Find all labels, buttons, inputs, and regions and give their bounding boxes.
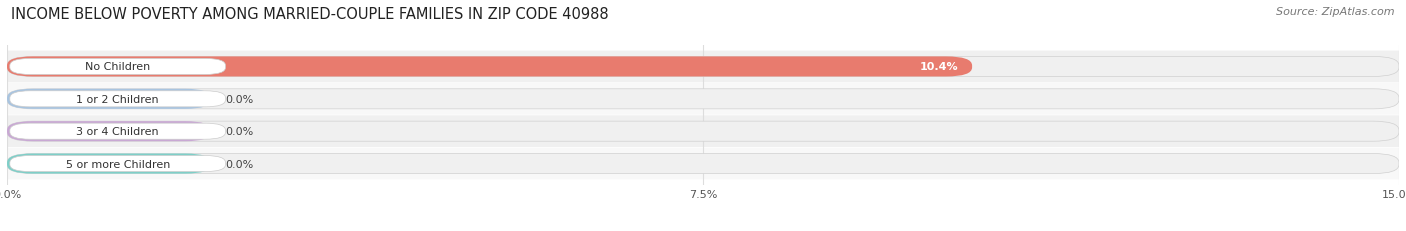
FancyBboxPatch shape — [10, 59, 225, 75]
FancyBboxPatch shape — [7, 89, 211, 109]
Text: 0.0%: 0.0% — [225, 94, 253, 104]
Text: 0.0%: 0.0% — [225, 127, 253, 137]
FancyBboxPatch shape — [7, 116, 1399, 147]
Text: 10.4%: 10.4% — [920, 62, 959, 72]
FancyBboxPatch shape — [10, 91, 225, 107]
FancyBboxPatch shape — [7, 57, 972, 77]
FancyBboxPatch shape — [7, 148, 1399, 180]
Text: 1 or 2 Children: 1 or 2 Children — [76, 94, 159, 104]
Text: 0.0%: 0.0% — [225, 159, 253, 169]
Text: INCOME BELOW POVERTY AMONG MARRIED-COUPLE FAMILIES IN ZIP CODE 40988: INCOME BELOW POVERTY AMONG MARRIED-COUPL… — [11, 7, 609, 22]
FancyBboxPatch shape — [7, 51, 1399, 83]
FancyBboxPatch shape — [7, 57, 1399, 77]
FancyBboxPatch shape — [7, 154, 211, 174]
FancyBboxPatch shape — [7, 122, 211, 142]
Text: No Children: No Children — [86, 62, 150, 72]
Text: 5 or more Children: 5 or more Children — [66, 159, 170, 169]
FancyBboxPatch shape — [7, 154, 1399, 174]
FancyBboxPatch shape — [10, 156, 225, 172]
FancyBboxPatch shape — [7, 122, 1399, 142]
FancyBboxPatch shape — [10, 124, 225, 140]
FancyBboxPatch shape — [7, 89, 1399, 109]
FancyBboxPatch shape — [7, 84, 1399, 115]
Text: Source: ZipAtlas.com: Source: ZipAtlas.com — [1277, 7, 1395, 17]
Text: 3 or 4 Children: 3 or 4 Children — [76, 127, 159, 137]
